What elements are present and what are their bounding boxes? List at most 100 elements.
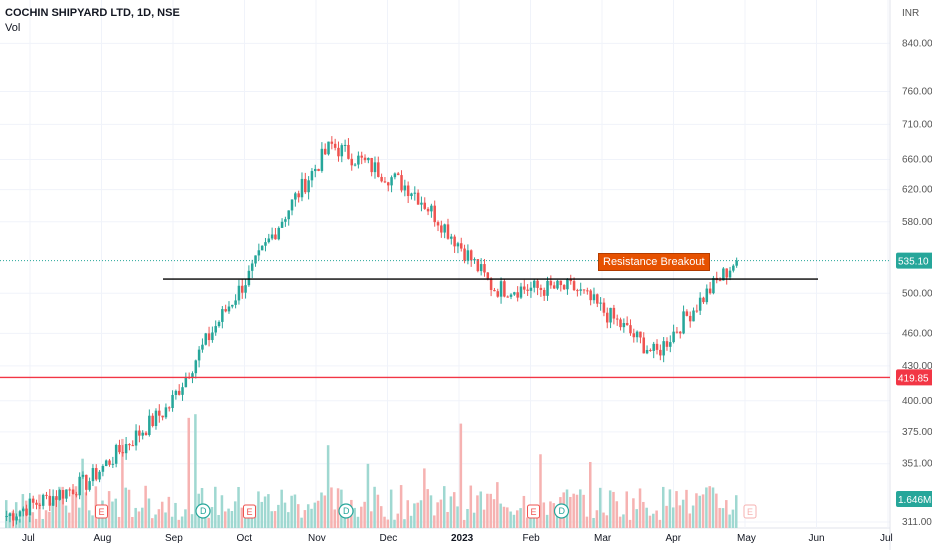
candle xyxy=(386,181,390,192)
volume-tag xyxy=(896,491,932,507)
candle xyxy=(231,304,234,309)
volume-bar xyxy=(708,486,711,528)
time-tick-label: 2023 xyxy=(451,533,474,544)
volume-bar xyxy=(370,511,373,528)
candle xyxy=(685,309,689,317)
candle xyxy=(8,512,12,523)
volume-bar xyxy=(516,510,519,528)
candle xyxy=(513,291,516,296)
candle xyxy=(81,471,85,479)
volume-bar xyxy=(366,463,370,528)
volume-bar xyxy=(698,495,702,528)
candle xyxy=(586,287,589,295)
volume-bar xyxy=(731,509,735,528)
volume-bar xyxy=(429,495,433,528)
candle xyxy=(260,245,264,251)
dividend-marker xyxy=(195,503,211,519)
volume-bar xyxy=(363,501,366,528)
volume-bar xyxy=(446,511,449,528)
candle xyxy=(85,474,88,496)
volume-bar xyxy=(157,509,161,528)
volume-bar xyxy=(78,507,81,528)
candle xyxy=(698,292,702,315)
volume-bar xyxy=(695,493,698,528)
candle xyxy=(725,268,728,285)
volume-bar xyxy=(273,511,277,528)
volume-bar xyxy=(525,517,529,528)
candle xyxy=(735,257,738,268)
volume-bar xyxy=(489,493,492,528)
candle xyxy=(396,171,400,176)
candle xyxy=(98,470,101,483)
volume-bar xyxy=(512,514,516,528)
candle xyxy=(589,289,592,306)
candle xyxy=(247,265,251,287)
volume-bar xyxy=(323,495,327,528)
candle xyxy=(320,142,324,173)
price-tick-label: 760.00 xyxy=(902,87,932,98)
volume-bar xyxy=(625,491,629,528)
time-tick-label: Oct xyxy=(237,533,253,544)
volume-bar xyxy=(396,513,400,528)
volume-bar xyxy=(423,468,426,528)
candle xyxy=(284,216,287,227)
volume-bar xyxy=(681,499,685,528)
candle xyxy=(25,504,28,517)
volume-bar xyxy=(61,486,64,528)
candle xyxy=(682,305,685,335)
volume-bar xyxy=(386,519,390,528)
volume-bar xyxy=(452,492,456,528)
volume-bar xyxy=(160,501,164,528)
volume-bar xyxy=(316,500,320,528)
volume-bar xyxy=(658,519,662,528)
candle xyxy=(728,266,732,281)
volume-bar xyxy=(572,493,575,528)
volume-bar xyxy=(154,514,157,528)
candle xyxy=(450,233,453,245)
volume-bar xyxy=(81,458,84,528)
resistance-breakout-annotation[interactable]: Resistance Breakout xyxy=(598,253,710,271)
volume-bar xyxy=(114,498,118,528)
candle xyxy=(5,510,8,522)
volume-bar xyxy=(383,516,386,528)
volume-bar xyxy=(121,438,124,528)
volume-bar xyxy=(472,512,476,528)
candle xyxy=(430,203,433,218)
candle xyxy=(642,332,646,354)
candle xyxy=(489,277,493,297)
candle xyxy=(340,143,344,163)
volume-bar xyxy=(403,519,406,528)
volume-bar xyxy=(685,489,688,528)
volume-bar xyxy=(379,506,383,528)
volume-bar xyxy=(589,461,592,528)
volume-bar xyxy=(127,489,131,528)
candle xyxy=(88,477,91,492)
candle xyxy=(569,274,573,285)
candle xyxy=(177,384,181,396)
volume-bar xyxy=(688,513,692,528)
volume-bar xyxy=(48,511,51,528)
volume-bar xyxy=(313,502,317,528)
volume-bar xyxy=(469,485,473,528)
candle xyxy=(204,332,208,346)
volume-bar xyxy=(174,502,177,528)
candle xyxy=(101,464,105,477)
candle xyxy=(400,170,403,193)
candle xyxy=(678,330,682,339)
candle xyxy=(337,141,340,162)
volume-bar xyxy=(58,486,61,528)
candle xyxy=(556,279,559,290)
candle xyxy=(592,287,596,304)
support-price-tag xyxy=(896,369,932,386)
candle xyxy=(21,506,25,517)
volume-bar xyxy=(84,492,88,528)
candle xyxy=(171,390,174,412)
volume-bar xyxy=(204,509,207,528)
candle xyxy=(622,318,626,333)
candle xyxy=(55,490,58,507)
volume-bar xyxy=(721,508,725,528)
earnings-marker-label: E xyxy=(531,507,537,517)
candle xyxy=(360,151,363,165)
candle xyxy=(423,197,427,210)
